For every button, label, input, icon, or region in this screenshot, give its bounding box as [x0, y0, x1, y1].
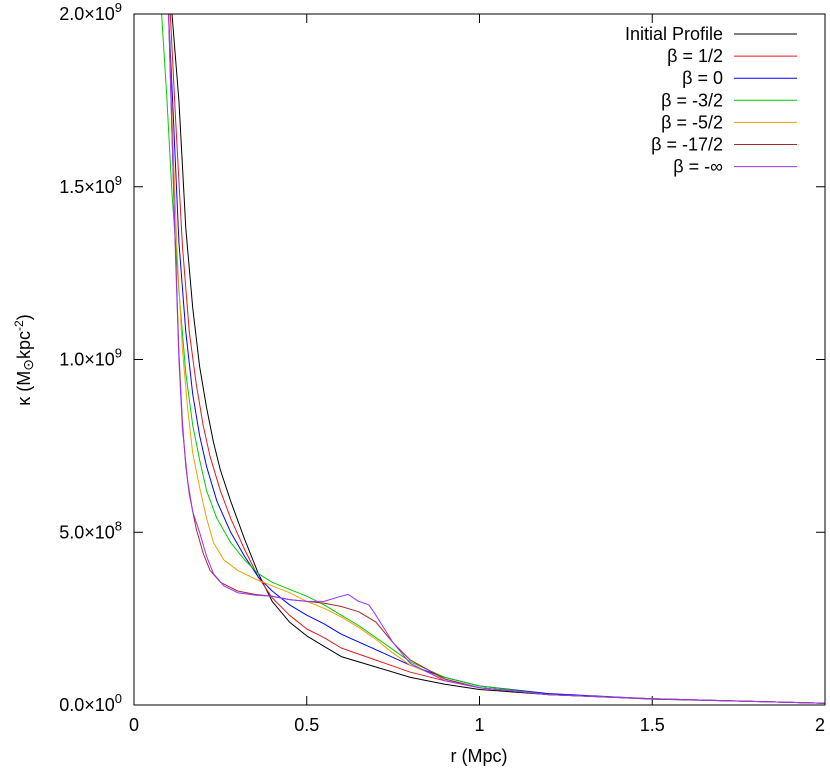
y-tick-label: 1.5×109 — [59, 173, 122, 197]
series-line — [168, 14, 825, 704]
series-line — [168, 14, 825, 704]
y-tick-label: 5.0×108 — [59, 518, 122, 542]
legend-label: β = -17/2 — [651, 135, 723, 155]
legend-label: Initial Profile — [625, 24, 723, 44]
legend-label: β = 0 — [682, 68, 723, 88]
x-tick-label: 2 — [815, 715, 825, 735]
x-tick-label: 1 — [474, 715, 484, 735]
y-axis-tick-labels: 0.0×100 5.0×108 1.0×109 1.5×109 2.0×109 — [59, 0, 122, 715]
series-line — [168, 14, 825, 704]
y-tick-label: 2.0×109 — [59, 0, 122, 24]
series-line — [161, 14, 825, 704]
legend-label: β = -∞ — [673, 157, 723, 177]
series-line — [169, 14, 825, 704]
series-lines — [161, 14, 825, 704]
x-tick-label: 1.5 — [640, 715, 665, 735]
legend-label: β = 1/2 — [667, 46, 723, 66]
x-tick-label: 0 — [129, 715, 139, 735]
series-line — [168, 14, 825, 704]
x-axis-tick-labels: 0 0.5 1 1.5 2 — [129, 715, 825, 735]
y-axis-label: κ (M⊙kpc-2) — [12, 314, 36, 405]
y-tick-label: 0.0×100 — [59, 691, 122, 715]
x-axis-label: r (Mpc) — [451, 746, 508, 766]
plot-frame — [133, 13, 826, 706]
x-tick-label: 0.5 — [294, 715, 319, 735]
series-line — [171, 14, 825, 704]
legend-label: β = -3/2 — [661, 90, 723, 110]
y-tick-label: 1.0×109 — [59, 346, 122, 370]
legend-label: β = -5/2 — [661, 112, 723, 132]
